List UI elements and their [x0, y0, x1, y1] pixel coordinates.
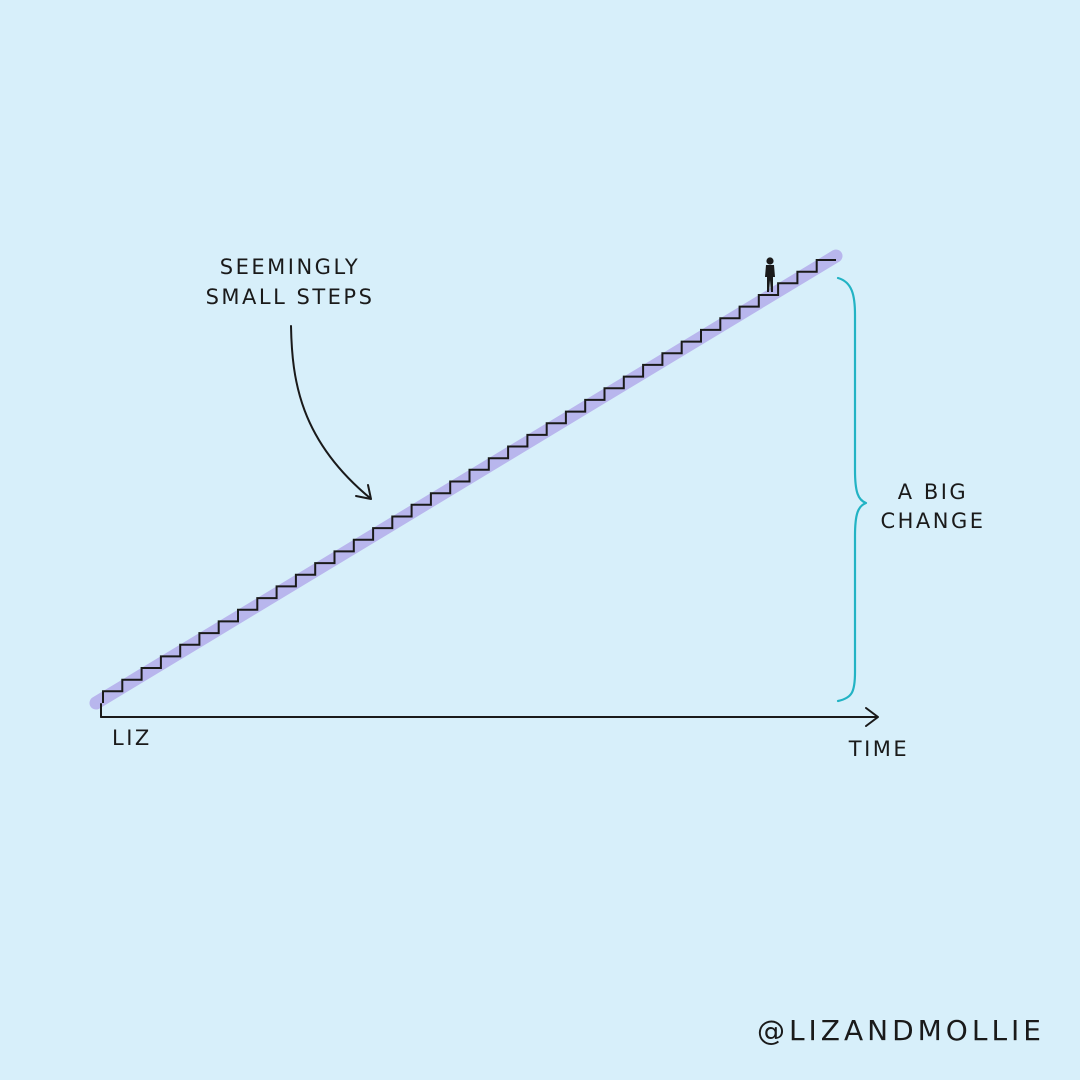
steps-arrow — [290, 325, 371, 499]
credit-handle: @LIZANDMOLLIE — [757, 1014, 1045, 1047]
time-label: TIME — [848, 737, 909, 761]
stair-shadow — [89, 249, 843, 710]
person-figure — [765, 257, 775, 292]
start-label: LIZ — [112, 726, 152, 750]
time-axis-arrowhead — [865, 707, 879, 727]
change-label-line1: A BIG — [898, 480, 968, 504]
steps-arrow-head — [355, 484, 372, 500]
change-label-line2: CHANGE — [880, 509, 985, 533]
change-brace — [836, 276, 868, 703]
steps-label-line2: SMALL STEPS — [206, 285, 375, 309]
staircase — [102, 259, 836, 703]
steps-label-line1: SEEMINGLY — [220, 255, 360, 279]
